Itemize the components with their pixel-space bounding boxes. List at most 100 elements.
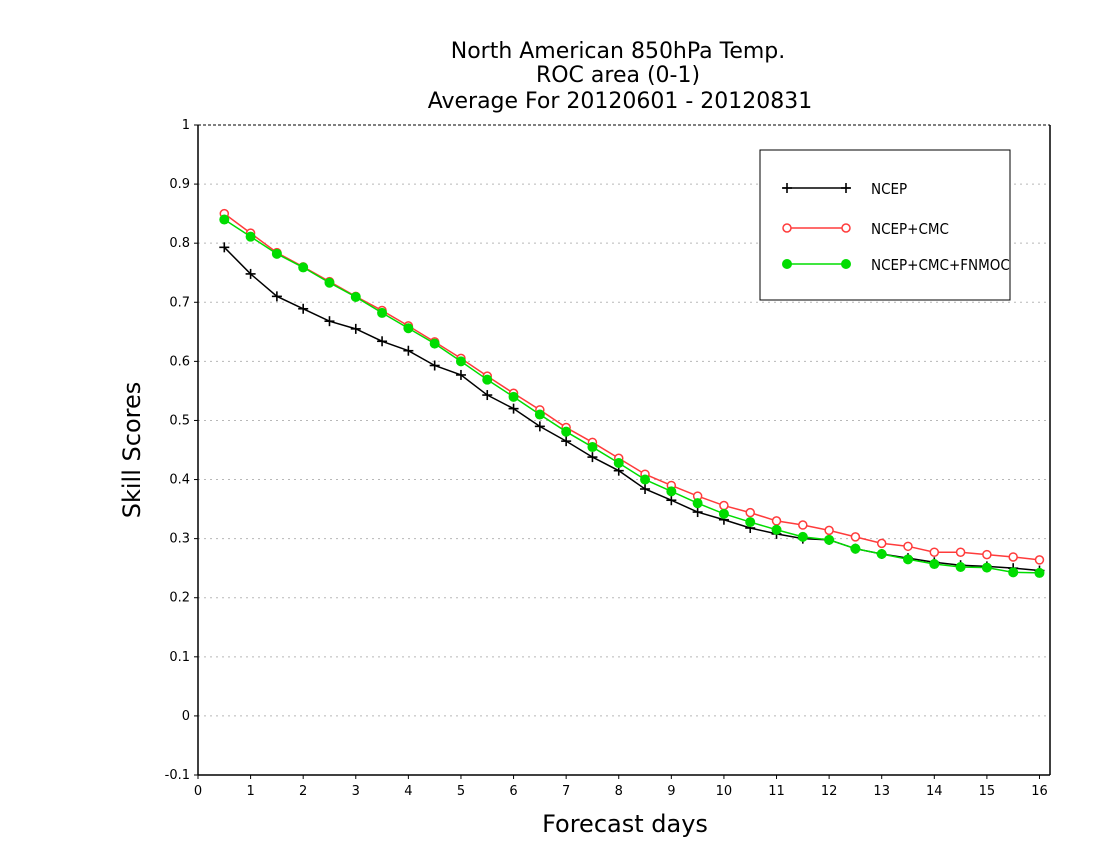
y-tick-label: -0.1 (165, 768, 190, 783)
data-point (981, 562, 992, 573)
data-point (982, 549, 992, 560)
data-point (850, 532, 861, 542)
y-tick-label: 0 (182, 709, 190, 724)
data-point (613, 458, 624, 468)
data-point (771, 516, 782, 526)
legend-label: NCEP (871, 180, 907, 198)
data-point (429, 338, 440, 349)
data-point (455, 369, 466, 380)
x-tick-label: 9 (667, 784, 675, 799)
x-tick-label: 16 (1031, 784, 1048, 799)
data-point (403, 323, 414, 334)
legend-marker (841, 259, 851, 269)
data-point (745, 507, 755, 518)
data-point (298, 262, 309, 273)
data-point (903, 554, 913, 565)
chart-title-line-2: ROC area (0-1) (536, 63, 700, 88)
x-tick-label: 2 (299, 784, 307, 799)
data-point (324, 316, 335, 327)
x-tick-label: 8 (615, 784, 623, 799)
data-point (692, 498, 703, 509)
legend: NCEP NCEP+CMC NCEP+CMC+FNMOC (759, 149, 1011, 301)
data-point (482, 374, 493, 385)
data-point (350, 323, 361, 334)
data-point (534, 409, 545, 420)
axes: -0.100.10.20.30.40.50.60.70.80.910 1 2 3 4 5 6… (165, 118, 1051, 799)
data-point (824, 525, 834, 536)
x-tick-label: 13 (873, 784, 890, 799)
data-point (377, 336, 388, 347)
legend-box (759, 149, 1011, 301)
data-point (219, 242, 230, 253)
data-point (534, 421, 545, 432)
data-point (718, 508, 729, 519)
data-point (1034, 555, 1045, 565)
chart-title: North American 850hPa Temp. ROC area (0-… (428, 39, 813, 114)
data-point (508, 403, 519, 414)
data-point (876, 549, 887, 559)
data-point (1034, 567, 1045, 578)
legend-marker (782, 259, 792, 269)
data-point (798, 520, 808, 530)
data-point (876, 538, 887, 549)
legend-marker (841, 223, 851, 233)
x-tick-label: 14 (926, 784, 943, 799)
x-tick-label: 3 (352, 784, 360, 799)
x-tick-label: 4 (404, 784, 412, 799)
data-point (955, 547, 966, 557)
x-tick-label: 15 (979, 784, 996, 799)
data-point (824, 534, 835, 545)
data-point (587, 452, 598, 463)
x-tick-label: 10 (716, 784, 733, 799)
x-axis-label: Forecast days (542, 810, 708, 838)
data-point (797, 531, 808, 542)
data-point (666, 486, 677, 497)
y-tick-label: 0.5 (169, 413, 190, 428)
legend-marker (782, 183, 792, 193)
legend-items: NCEP NCEP+CMC NCEP+CMC+FNMOC (782, 180, 1010, 274)
chart-title-line-1: North American 850hPa Temp. (451, 39, 786, 64)
data-point (1008, 567, 1019, 578)
y-tick-label: 0.2 (169, 591, 190, 606)
legend-item: NCEP+CMC+FNMOC (782, 256, 1010, 274)
x-tick-label: 7 (562, 784, 570, 799)
x-tick-label: 11 (768, 784, 785, 799)
y-tick-label: 0.7 (169, 295, 190, 310)
data-point (719, 500, 729, 511)
data-point (1008, 552, 1018, 562)
chart-title-line-3: Average For 20120601 - 20120831 (428, 89, 813, 114)
grid (198, 183, 1050, 717)
data-point (271, 291, 282, 302)
y-tick-label: 0.3 (169, 532, 190, 547)
x-tick-label: 6 (509, 784, 517, 799)
series-ncep-cmc-fnmoc (219, 214, 1045, 578)
y-tick-label: 0.9 (169, 177, 190, 192)
x-tick-label: 1 (246, 784, 254, 799)
data-point (929, 559, 940, 570)
data-point (429, 360, 440, 371)
data-point (245, 231, 256, 242)
y-tick-label: 0.4 (169, 473, 190, 488)
data-point (482, 390, 493, 401)
data-point (324, 277, 335, 288)
data-point (271, 248, 282, 259)
data-point (561, 436, 572, 447)
data-point (561, 426, 572, 437)
y-tick-label: 0.6 (169, 354, 190, 369)
data-point (850, 543, 861, 554)
data-point (929, 547, 940, 557)
legend-label: NCEP+CMC (871, 220, 949, 238)
x-tick-label: 5 (457, 784, 465, 799)
data-point (508, 391, 519, 402)
data-point (640, 484, 651, 494)
legend-label: NCEP+CMC+FNMOC (871, 256, 1010, 274)
y-tick-label: 1 (182, 118, 190, 133)
data-point (692, 507, 703, 518)
series-lines (219, 208, 1045, 578)
data-point (455, 356, 466, 367)
data-point (745, 517, 756, 528)
data-point (377, 307, 388, 318)
y-tick-label: 0.8 (169, 236, 190, 251)
legend-item: NCEP (782, 180, 907, 198)
